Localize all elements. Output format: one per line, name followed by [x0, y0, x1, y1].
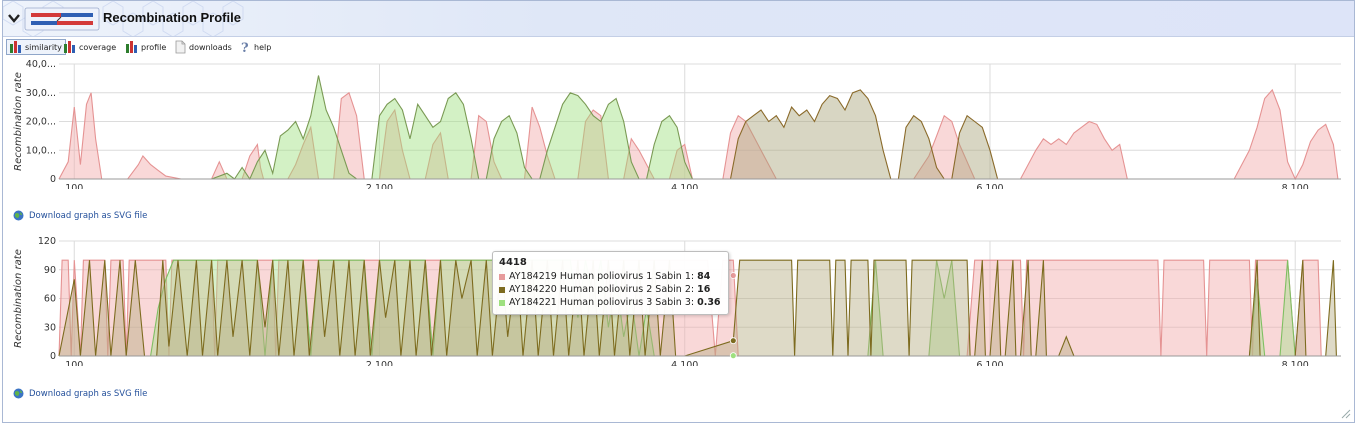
series-area-2	[59, 260, 1341, 356]
y-axis-label: Recombination rate	[13, 249, 24, 348]
bar-chart-icon	[126, 41, 137, 53]
x-tick-label: 100	[65, 360, 83, 366]
hover-marker	[729, 272, 737, 279]
bar-chart-icon	[10, 41, 21, 53]
tab-coverage[interactable]: coverage	[61, 39, 119, 55]
series-area-1	[59, 89, 1341, 179]
x-tick-label: 6,100	[976, 360, 1003, 366]
y-tick-label: 60	[44, 294, 56, 305]
tab-profile-label: profile	[141, 42, 167, 52]
panel-header: Recombination Profile	[3, 1, 1354, 37]
chart-tooltip: 4418 AY184219 Human poliovirus 1 Sabin 1…	[492, 251, 729, 315]
y-tick-label: 10,0...	[26, 145, 56, 156]
x-tick-label: 4,100	[671, 183, 698, 189]
svg-text:?: ?	[241, 41, 249, 54]
tab-similarity-label: similarity	[25, 42, 62, 52]
tab-help-label: help	[254, 42, 272, 52]
question-icon: ?	[241, 41, 249, 54]
tooltip-series-name: AY184220 Human poliovirus 2 Sabin 2:	[509, 284, 695, 295]
tab-downloads[interactable]: downloads	[171, 39, 235, 55]
document-icon	[175, 40, 186, 54]
y-tick-label: 90	[44, 265, 56, 276]
tooltip-series-name: AY184219 Human poliovirus 1 Sabin 1:	[509, 271, 695, 282]
legend-swatch	[499, 273, 505, 280]
download-svg-link-bottom[interactable]: Download graph as SVG file	[13, 388, 147, 399]
tooltip-x-value: 4418	[499, 257, 527, 268]
globe-icon	[13, 388, 24, 399]
page-title: Recombination Profile	[103, 10, 241, 25]
y-tick-label: 30,0...	[26, 88, 56, 99]
tooltip-series-value: 0.36	[697, 297, 721, 308]
series-line-2	[59, 75, 1341, 181]
download-svg-link-top[interactable]: Download graph as SVG file	[13, 210, 147, 221]
series-area-3	[59, 260, 1341, 356]
legend-swatch	[499, 299, 505, 306]
y-tick-label: 20,0...	[26, 117, 56, 128]
resize-handle-icon[interactable]	[1341, 409, 1351, 419]
x-tick-label: 100	[65, 183, 83, 189]
x-tick-label: 4,100	[671, 360, 698, 366]
bar-chart-icon	[64, 41, 75, 53]
series-area-2	[59, 75, 1341, 179]
y-tick-label: 40,0...	[26, 59, 56, 70]
x-tick-label: 6,100	[976, 183, 1003, 189]
view-toolbar: similarity coverage profile downloads ?	[3, 38, 1354, 56]
x-tick-label: 8,100	[1282, 360, 1309, 366]
y-tick-label: 30	[44, 322, 56, 333]
legend-swatch	[499, 286, 505, 293]
tooltip-series-value: 16	[697, 284, 711, 295]
tooltip-series-value: 84	[697, 271, 711, 282]
y-tick-label: 0	[50, 351, 56, 362]
recombination-logo-icon	[24, 7, 100, 31]
hover-marker	[729, 352, 737, 360]
tab-coverage-label: coverage	[79, 42, 117, 52]
x-tick-label: 8,100	[1282, 183, 1309, 189]
tab-downloads-label: downloads	[189, 42, 232, 52]
tab-help[interactable]: ? help	[236, 39, 274, 55]
x-tick-label: 2,100	[366, 183, 393, 189]
download-svg-label: Download graph as SVG file	[29, 388, 148, 399]
y-tick-label: 120	[38, 236, 56, 247]
chevron-down-icon[interactable]	[7, 11, 21, 25]
download-svg-label: Download graph as SVG file	[29, 210, 148, 221]
tooltip-row: AY184221 Human poliovirus 3 Sabin 3: 0.3…	[499, 296, 722, 309]
hexagon-pattern-icon	[3, 1, 244, 36]
globe-icon	[13, 210, 24, 221]
tab-similarity[interactable]: similarity	[6, 39, 66, 55]
x-tick-label: 2,100	[366, 360, 393, 366]
tooltip-series-name: AY184221 Human poliovirus 3 Sabin 3:	[509, 297, 695, 308]
similarity-chart-top: 0 10,0... 20,0... 30,0... 40,0... 100 2,100 4,1…	[13, 59, 1341, 189]
y-axis-label: Recombination rate	[13, 72, 24, 171]
tooltip-row: AY184220 Human poliovirus 2 Sabin 2: 16	[499, 283, 722, 296]
tooltip-row: AY184219 Human poliovirus 1 Sabin 1: 84	[499, 270, 722, 283]
series-line-3	[59, 89, 1341, 180]
tab-profile[interactable]: profile	[123, 39, 169, 55]
y-tick-label: 0	[50, 174, 56, 185]
hover-marker	[729, 337, 737, 345]
